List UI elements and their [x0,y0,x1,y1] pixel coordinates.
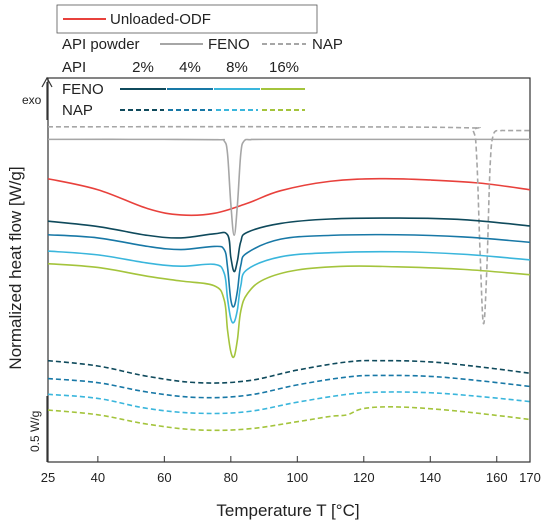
plot-frame [47,77,531,463]
exo-label: exo [22,93,42,107]
series-nap [47,125,531,325]
x-tick-label: 25 [41,470,55,485]
legend-header-2: 2% [132,59,154,76]
legend-label-api: API [62,59,86,76]
series-unloaded-odf [47,177,531,217]
exo-arrowhead-icon [41,76,53,88]
series-nap-2 [47,359,531,384]
legend-header-16: 16% [269,59,299,76]
series-nap-4 [47,374,531,399]
legend-label-nap-powder: NAP [312,36,343,53]
legend: Unloaded-ODF API powder FENO NAP API 2% … [56,4,343,119]
y-axis-label: Normalized heat flow [W/g] [6,166,25,369]
x-axis-label: Temperature T [°C] [216,501,359,520]
legend-header-8: 8% [226,59,248,76]
x-tick-label: 100 [286,470,308,485]
series-feno [47,138,530,237]
legend-label-feno-powder: FENO [208,36,250,53]
legend-label-api-powder: API powder [62,36,140,53]
x-tick-label: 170 [519,470,541,485]
x-tick-label: 120 [353,470,375,485]
x-tick-label: 160 [486,470,508,485]
curves [47,125,531,432]
x-tick-label: 40 [91,470,105,485]
series-nap-8 [47,391,531,415]
legend-label-feno-row: FENO [62,81,104,98]
legend-label-nap-row: NAP [62,102,93,119]
exo-indicator: exo [22,76,53,120]
x-axis-ticks: 25 40 60 80 100 120 140 160 170 [41,456,541,485]
scale-bar: 0.5 W/g [28,396,48,462]
x-tick-label: 60 [157,470,171,485]
x-tick-label: 80 [224,470,238,485]
series-feno-8 [47,250,531,324]
legend-label-unloaded: Unloaded-ODF [110,11,211,28]
series-feno-2 [47,217,531,273]
series-feno-16 [47,262,531,359]
x-tick-label: 140 [419,470,441,485]
legend-header-4: 4% [179,59,201,76]
series-nap-16 [47,406,531,432]
scale-bar-label: 0.5 W/g [28,411,42,452]
series-feno-4 [47,233,531,308]
